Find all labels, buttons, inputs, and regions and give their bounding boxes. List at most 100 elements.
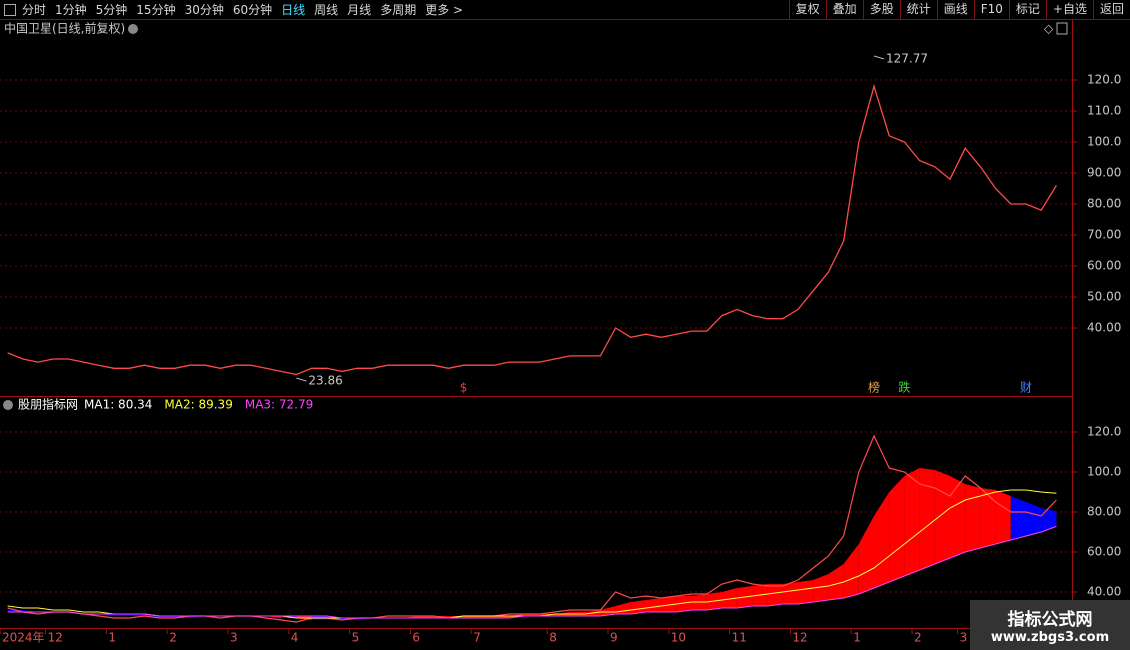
menu-icon[interactable]	[4, 3, 16, 16]
band-segment	[676, 596, 692, 612]
y-tick-label: 60.00	[1087, 259, 1121, 273]
x-tick-label: 1	[853, 631, 861, 645]
watermark: 指标公式网 www.zbgs3.com	[970, 600, 1130, 650]
period-tab[interactable]: 1分钟	[55, 3, 87, 17]
band-segment	[1026, 502, 1042, 536]
band-segment	[798, 580, 814, 604]
y-tick-label: 80.00	[1087, 197, 1121, 211]
x-tick-label: 4	[291, 631, 299, 645]
legend-entry: MA2: 89.39	[164, 398, 232, 412]
y-tick-label: 90.00	[1087, 166, 1121, 180]
event-marker: $	[460, 381, 468, 395]
chart: ◇ 中国卫星(日线,前复权) 股朋指标网 40.00 50.00 60.00 70.0…	[0, 20, 1121, 650]
y-tick-label: 100.0	[1087, 465, 1121, 479]
x-tick-label: 2	[169, 631, 177, 645]
action-button[interactable]: 复权	[788, 0, 826, 19]
period-tab[interactable]: 30分钟	[184, 3, 224, 17]
band-segment	[828, 564, 844, 600]
x-tick-label: 1	[108, 631, 116, 645]
x-tick-label: 2	[914, 631, 922, 645]
band-segment	[950, 476, 966, 558]
period-tab[interactable]: 周线	[314, 3, 339, 17]
band-segment	[600, 606, 616, 616]
ma-line	[7, 525, 1057, 619]
band-segment	[858, 516, 874, 594]
toolbar: 分时 1分钟 5分钟 15分钟 30分钟 60分钟 日线 周线 月线 多周期 更多 > 复权 叠加 多股…	[0, 0, 1130, 20]
band-segment	[995, 490, 1011, 544]
action-button[interactable]: 多股	[862, 0, 900, 19]
legend-entry: MA3: 72.79	[245, 398, 313, 412]
y-tick-label: 80.00	[1087, 505, 1121, 519]
period-tab[interactable]: 月线	[347, 3, 372, 17]
x-tick-label: 10	[671, 631, 686, 645]
band-segment	[980, 488, 996, 548]
actions: 复权 叠加 多股 统计 画线 F10 标记 +自选 返回	[788, 0, 1130, 19]
band-segment	[874, 492, 890, 588]
band-segment	[904, 468, 920, 576]
band-segment	[1041, 508, 1057, 532]
x-tick-label: 2024年	[2, 631, 45, 645]
band-segment	[782, 582, 798, 604]
y-tick-label: 100.0	[1087, 135, 1121, 149]
y-tick-label: 60.00	[1087, 545, 1121, 559]
period-tab[interactable]: 15分钟	[136, 3, 176, 17]
y-tick-label: 120.0	[1087, 73, 1121, 87]
action-button[interactable]: 统计	[899, 0, 937, 19]
chart-title: 中国卫星(日线,前复权)	[4, 21, 125, 36]
action-button[interactable]: 标记	[1008, 0, 1046, 19]
period-tab[interactable]: 多周期	[380, 3, 417, 17]
period-tab[interactable]: 更多 >	[425, 3, 464, 17]
band-segment	[767, 584, 783, 606]
band-segment	[1010, 496, 1026, 540]
y-tick-label: 70.00	[1087, 228, 1121, 242]
action-button[interactable]: +自选	[1045, 0, 1093, 19]
event-marker: 财	[1020, 381, 1032, 395]
x-tick-label: 7	[473, 631, 481, 645]
band-segment	[965, 484, 981, 552]
y-tick-label: 110.0	[1087, 104, 1121, 118]
band-segment	[813, 574, 829, 602]
annotation-pointer	[296, 377, 307, 382]
action-button[interactable]: 返回	[1092, 0, 1130, 19]
y-tick-label: 40.00	[1087, 321, 1121, 335]
icon[interactable]	[1056, 22, 1068, 35]
x-tick-label: 8	[549, 631, 557, 645]
title-icon[interactable]	[128, 24, 138, 34]
event-marker: 跌	[898, 380, 910, 395]
action-button[interactable]: F10	[973, 0, 1009, 19]
band-segment	[919, 468, 935, 570]
period-tab[interactable]: 5分钟	[95, 3, 128, 17]
period-tab[interactable]: 日线	[281, 3, 306, 17]
period-tab[interactable]: 分时	[22, 3, 47, 17]
x-tick-label: 3	[230, 631, 238, 645]
band-segment	[934, 470, 950, 564]
annotation: 127.77	[886, 51, 928, 65]
band-segment	[630, 600, 646, 614]
band-segment	[661, 596, 677, 612]
x-tick-label: 12	[48, 631, 63, 645]
watermark-url: www.zbgs3.com	[990, 630, 1110, 645]
y-tick-label: 120.0	[1087, 425, 1121, 439]
price-line	[7, 434, 1057, 623]
watermark-title: 指标公式网	[1007, 610, 1093, 630]
annotation: 23.86	[308, 374, 342, 388]
indicator-icon[interactable]	[3, 400, 13, 410]
price-line	[7, 83, 1057, 376]
x-tick-label: 6	[412, 631, 420, 645]
event-marker: 榜	[868, 380, 880, 395]
x-tick-label: 5	[352, 631, 360, 645]
x-tick-label: 9	[610, 631, 618, 645]
y-tick-label: 40.00	[1087, 585, 1121, 599]
annotation-pointer	[873, 55, 885, 60]
band-segment	[646, 598, 662, 612]
icon[interactable]: ◇	[1044, 22, 1054, 36]
period-tab[interactable]: 60分钟	[232, 3, 273, 17]
indicator-title: 股朋指标网	[18, 397, 78, 412]
action-button[interactable]: 叠加	[825, 0, 863, 19]
band-segment	[889, 476, 905, 582]
y-tick-label: 50.00	[1087, 290, 1121, 304]
action-button[interactable]: 画线	[936, 0, 974, 19]
band-segment	[843, 544, 859, 598]
band-segment	[722, 588, 738, 608]
